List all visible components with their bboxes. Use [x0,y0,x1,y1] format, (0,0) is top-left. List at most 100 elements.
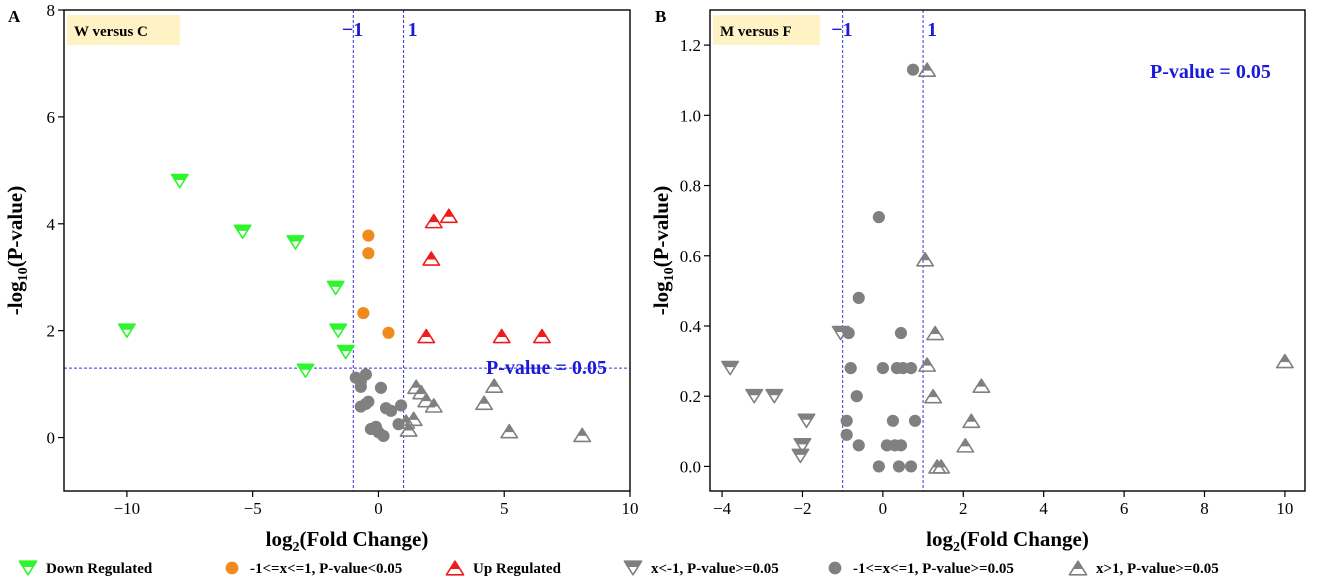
panel-a-point-up_ns-0-fill [411,380,421,388]
panel-a-point-mid_ns-7-dot [362,395,375,408]
panel-b-point-up_ns-3 [918,357,937,372]
panel-a-point-up_ns-6-fill [403,423,414,431]
panel-b-point-mid_ns-11-dot [840,414,853,427]
panel-b-xtick-label-5: 6 [1120,499,1129,518]
legend: Down Regulated -1<=x<=1, P-value<0.05 Up R… [18,560,1219,577]
legend-label-down_ns: x<-1, P-value>=0.05 [651,561,779,577]
panel-a-point-down-5-outline [326,280,345,296]
panel-a-point-down-2-fill [234,225,251,231]
panel-b-x-axis-title: log2(Fold Change) [926,527,1089,555]
legend-label-mid_sig: -1<=x<=1, P-value<0.05 [250,561,402,577]
panel-a-point-up-1-outline [424,213,443,229]
panel-b-point-mid_ns-21-dot [904,460,918,473]
panel-a-point-down-2-outline [233,224,252,240]
panel-a-point-up-5-fill [537,329,547,337]
legend-marker-mid_ns [828,561,842,575]
panel-a-point-up_ns-3-fill [429,398,439,407]
panel-b-reference-lines [710,10,1305,491]
panel-b-letter: B [655,7,666,26]
panel-b-comparison-box [713,15,820,45]
panel-a-point-up-3-outline [417,328,436,344]
panel-a-point-up-0-outline [439,208,458,224]
panel-a-point-up-2 [422,251,441,266]
panel-b-point-up_ns-7-fill [960,438,970,447]
panel-b-series-down_ns [721,325,850,464]
panel-b-point-up_ns-6-fill [966,414,977,422]
panel-b-point-mid_ns-5 [844,362,857,375]
panel-b-point-down_ns-1 [745,388,764,404]
panel-a-point-down-4 [296,363,315,379]
panel-a-point-up_ns-7-outline [475,395,494,411]
panel-b-point-mid_ns-11 [840,414,853,427]
panel-b-x-axis-title-tail: (Fold Change) [960,527,1089,551]
panel-a-pvalue-label: P-value = 0.05 [486,357,607,379]
panel-a-point-up-1 [424,213,443,229]
panel-b-point-down_ns-3 [797,413,816,429]
panel-b-ytick-label-0: 0.0 [680,457,701,476]
panel-a-point-up_ns-8 [485,378,504,394]
panel-b-vline-label-1: 1 [927,19,937,41]
legend-marker-up-fill [450,561,460,570]
panel-a-y-axis-title: -log10(P-value) [3,186,31,315]
panel-b-point-down_ns-5-outline [791,448,810,464]
panel-b-y-axis-title-tail: (P-value) [649,186,673,268]
panel-b-point-down_ns-0-fill [721,361,739,368]
panel-a-point-up_ns-2 [417,392,436,408]
panel-a-point-mid_ns-4 [374,381,388,394]
panel-a-point-down-3-outline [286,235,305,250]
panel-b-xtick-label-2: 0 [879,499,888,518]
panel-b-point-up_ns-6-outline [962,413,981,429]
panel-a-point-up-2-fill [426,252,436,260]
panel-b-point-up_ns-4-outline [924,388,943,404]
panel-b-point-down_ns-1-fill [746,389,763,396]
legend-marker-up_ns [1068,560,1088,576]
panel-b-point-up_ns-2-outline [926,325,945,341]
panel-a-point-down-1 [170,173,189,189]
panel-a-point-down-4-fill [297,364,314,370]
panel-b-y-axis-title: -log10(P-value) [649,186,677,315]
panel-b-point-up_ns-3-outline [918,357,937,372]
panel-a-letter: A [8,7,21,26]
panel-a-point-up-3 [417,328,436,344]
panel-b-point-down_ns-2-outline [765,388,784,404]
panel-a-plot-frame [63,9,631,492]
panel-a-point-up_ns-6 [399,422,418,437]
panel-a-point-down-0-fill [118,324,136,330]
panel-a-xtick-label-0: −10 [114,499,141,518]
panel-a-point-down-6-fill [330,324,347,330]
panel-a-x-axis-title-tail: (Fold Change) [299,527,428,551]
panel-b-point-up_ns-9-fill [936,459,946,468]
panel-b-point-mid_ns-15-dot [852,439,865,452]
panel-a-point-mid_ns-14 [377,429,390,443]
panel-b-point-mid_ns-0-dot [906,63,920,76]
panel-a-y-axis-title-main: -log [3,281,27,315]
panel-a-series-down [117,173,355,379]
panel-b-point-mid_ns-18-dot [894,439,908,452]
panel-b-point-down_ns-2-fill [766,389,783,396]
panel-a-point-mid_sig-0 [362,229,375,242]
panel-b-point-up_ns-6 [962,413,981,429]
panel-b-xtick-label-3: 2 [959,499,968,518]
panel-b-point-mid_ns-4-dot [894,326,908,340]
panel-a-point-mid_ns-10-dot [394,399,408,412]
panel-a-series-mid_sig [357,229,395,339]
panel-a-point-mid_sig-1-dot [362,247,375,260]
panel-a-point-down-5 [326,280,345,296]
panel-a-x-axis-title-main: log [266,527,293,551]
panel-a-point-mid_ns-9-dot [384,404,398,417]
panel-a-point-mid_ns-4-dot [374,381,388,394]
panel-a-series-mid_ns [349,368,408,443]
panel-b-x-axis-title-sub: 2 [953,540,960,555]
legend-marker-up_ns-outline [1068,560,1088,576]
panel-b-point-mid_ns-3 [842,326,855,340]
panel-b-point-mid_ns-2 [852,291,865,304]
panel-a-point-up_ns-10 [573,427,592,443]
legend-label-down: Down Regulated [46,561,153,577]
panel-b-point-up_ns-0-fill [922,63,932,71]
panel-b-point-up_ns-0-outline [918,62,937,77]
panel-b-ytick-label-6: 1.2 [680,36,701,55]
panel-b-point-up_ns-4 [924,388,943,404]
panel-b-y-axis-title-main: -log [649,281,673,315]
panel-a-ytick-label-3: 6 [47,108,56,127]
panel-a-xtick-label-1: −5 [244,499,262,518]
